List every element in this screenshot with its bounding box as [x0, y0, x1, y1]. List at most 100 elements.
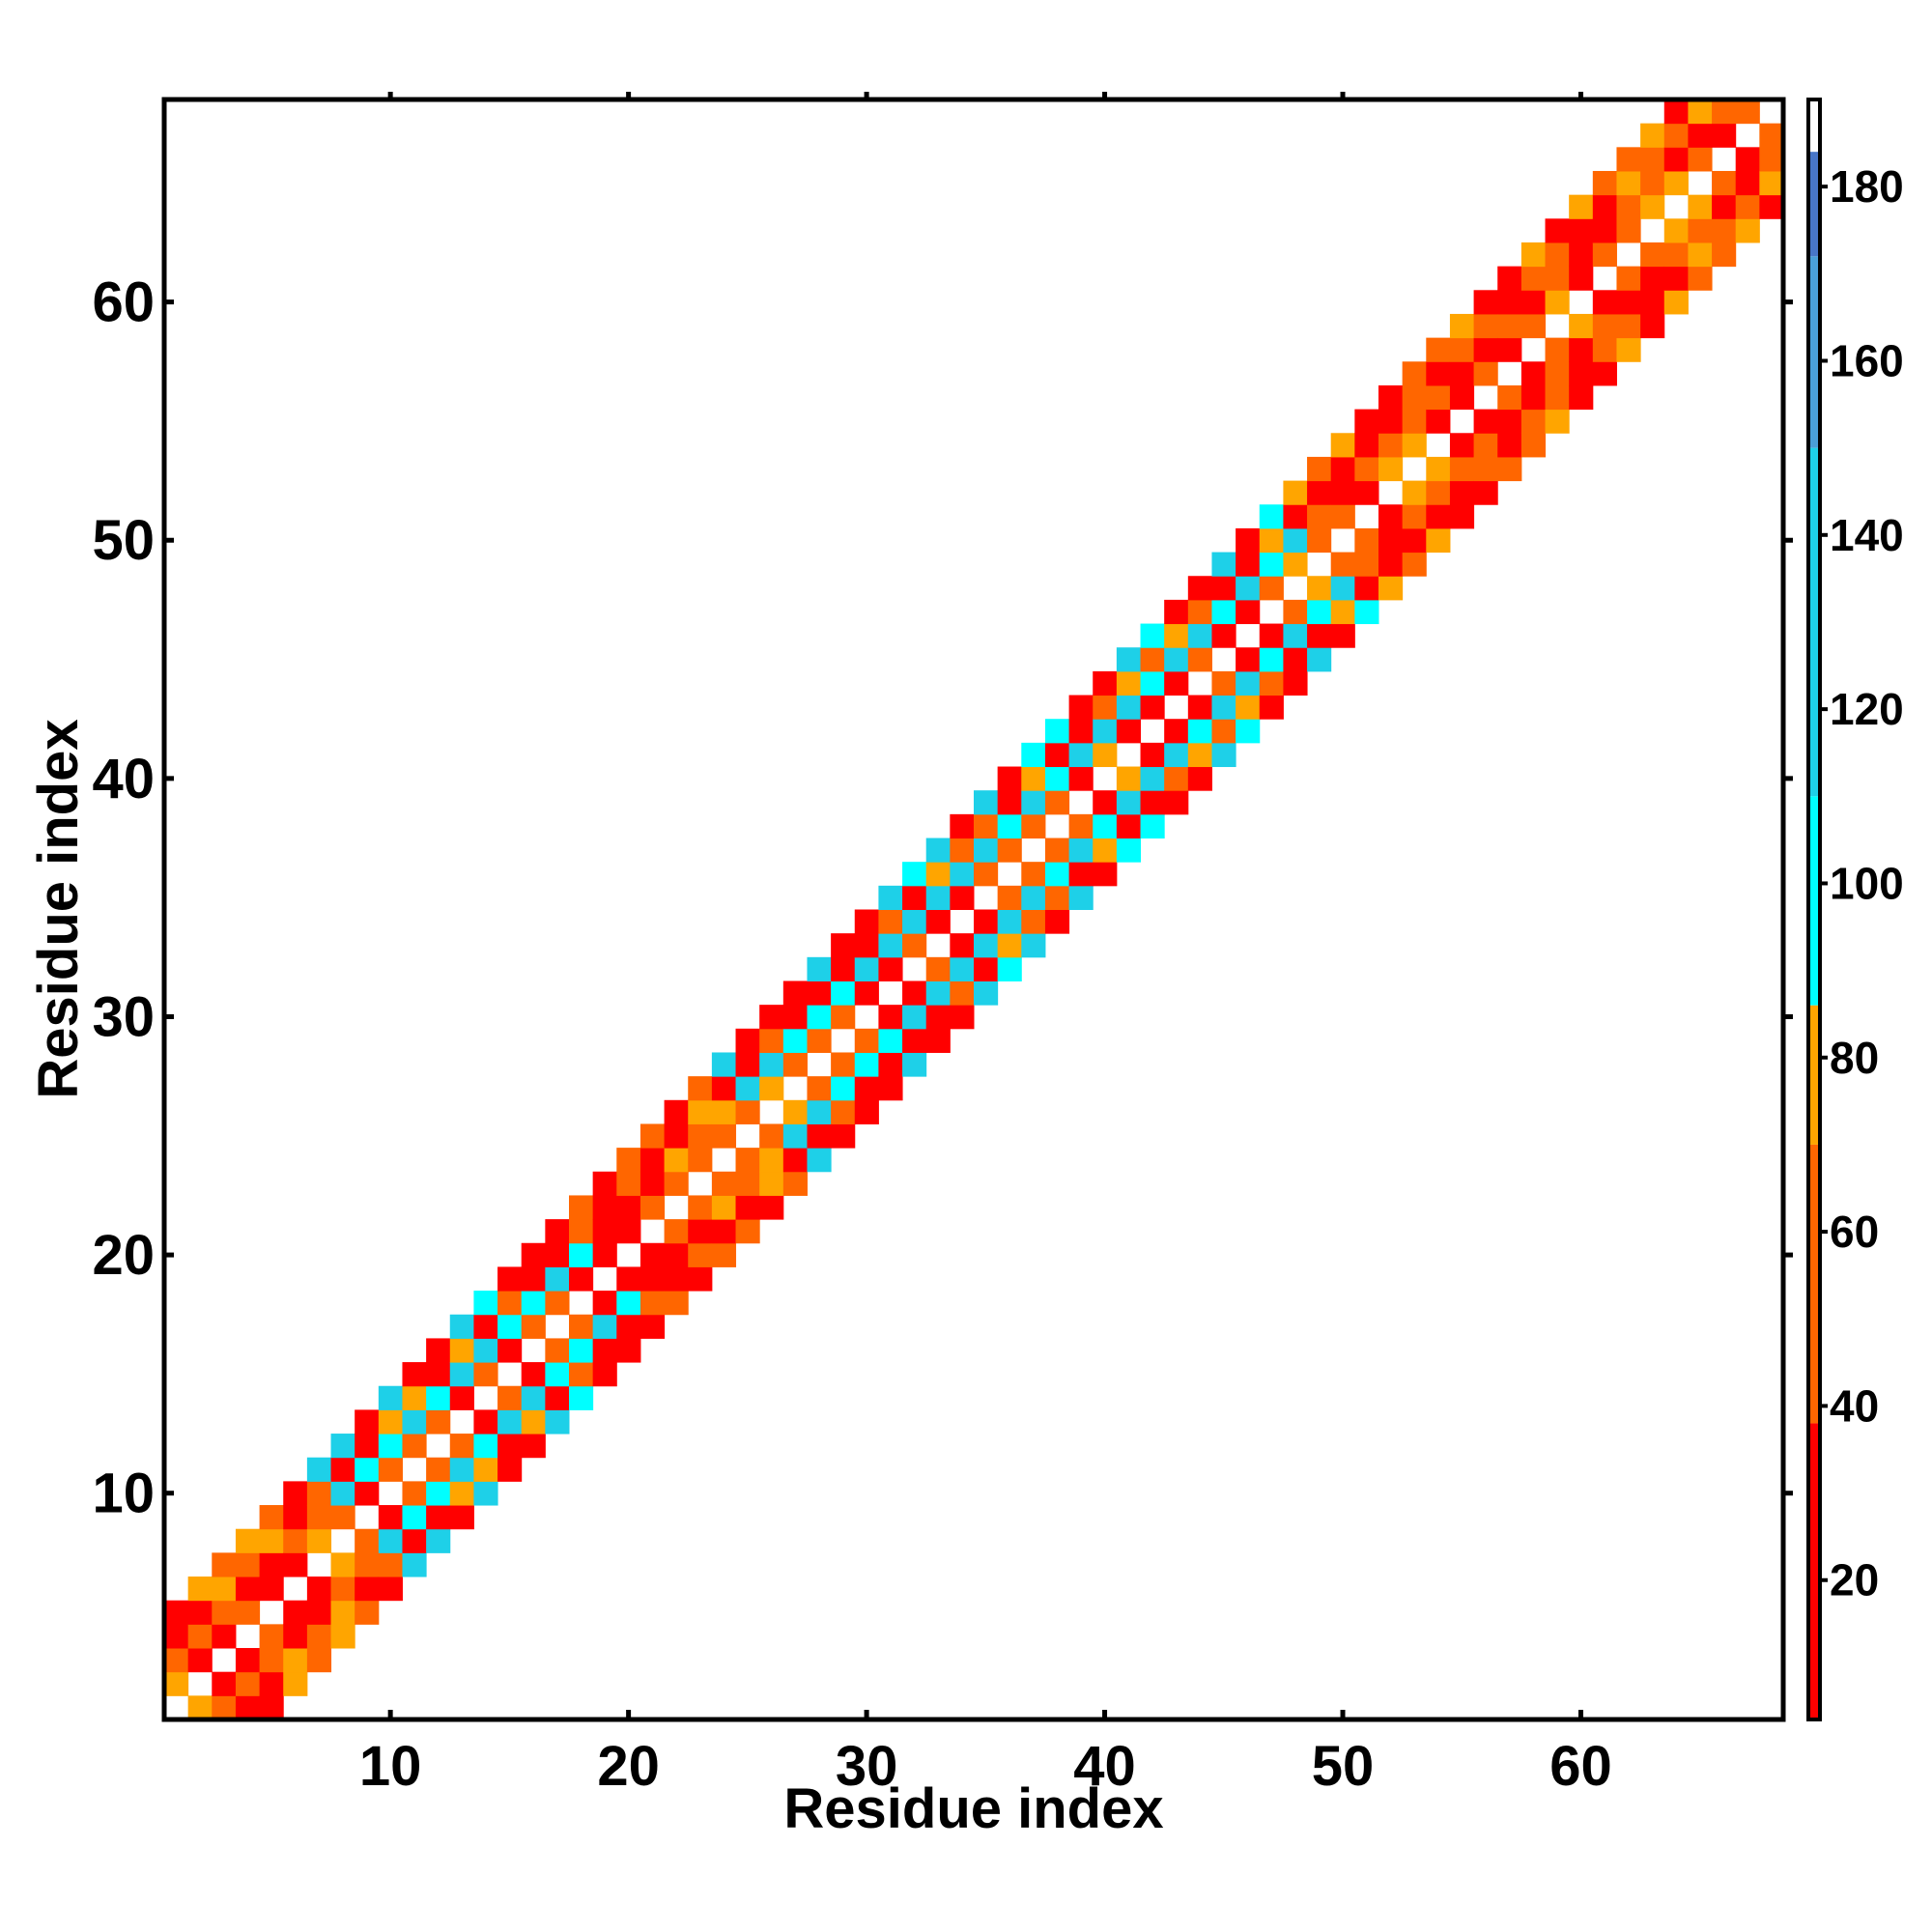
heatmap-cell: [1663, 218, 1689, 243]
heatmap-cell: [735, 1148, 760, 1173]
heatmap-cell: [1307, 576, 1332, 601]
heatmap-cell: [1283, 480, 1308, 505]
x-axis: 10 20 30 40 50 60: [359, 92, 1612, 1798]
heatmap-cell: [878, 956, 903, 981]
heatmap-cell: [1259, 670, 1284, 696]
heatmap-cell: [1426, 409, 1451, 434]
heatmap-cell: [330, 1577, 355, 1602]
heatmap-cell: [1116, 695, 1142, 720]
heatmap-cell: [1330, 576, 1355, 601]
heatmap-cell: [259, 1552, 284, 1577]
heatmap-cell: [426, 1409, 451, 1435]
heatmap-cell: [1616, 170, 1641, 196]
heatmap-cell: [1759, 147, 1784, 172]
heatmap-cell: [1569, 242, 1594, 268]
heatmap-cell: [1520, 313, 1547, 339]
heatmap-cell: [592, 1242, 617, 1267]
heatmap-cell: [1688, 194, 1713, 219]
heatmap-cell: [759, 1171, 784, 1196]
heatmap-cell: [497, 1314, 523, 1339]
heatmap-cell: [1663, 242, 1689, 268]
heatmap-cell: [1640, 147, 1665, 172]
heatmap-cell: [569, 1385, 594, 1410]
heatmap-cell: [1688, 123, 1713, 148]
heatmap-cell: [1545, 218, 1570, 243]
heatmap-cell: [355, 1409, 380, 1435]
heatmap-cell: [950, 885, 975, 910]
heatmap-cell: [1426, 456, 1451, 482]
heatmap-cell: [212, 1600, 237, 1625]
heatmap-cell: [1021, 862, 1046, 887]
heatmap-cell: [1592, 290, 1617, 315]
heatmap-cell: [449, 1314, 474, 1339]
heatmap-cell: [212, 1624, 237, 1649]
heatmap-cell: [1283, 527, 1308, 554]
heatmap-cell: [521, 1434, 546, 1459]
heatmap-cell: [1378, 576, 1404, 601]
heatmap-cell: [1259, 576, 1284, 601]
heatmap-cell: [902, 1005, 927, 1030]
heatmap-cell: [1021, 909, 1046, 934]
heatmap-cell: [1093, 719, 1118, 744]
heatmap-cell: [1330, 552, 1355, 577]
heatmap-cell: [997, 933, 1022, 958]
heatmap-cell: [545, 1291, 570, 1316]
heatmap-cell: [1759, 170, 1784, 196]
heatmap-cell: [1712, 218, 1737, 243]
heatmap-cell: [974, 813, 999, 839]
heatmap-cell: [1545, 361, 1570, 386]
heatmap-cell: [1140, 742, 1165, 768]
heatmap-cell: [759, 1005, 784, 1030]
heatmap-cell: [1688, 242, 1713, 268]
colorbar-tick-label: 60: [1830, 1207, 1879, 1257]
heatmap-cell: [1402, 504, 1427, 529]
heatmap-cell: [283, 1648, 308, 1673]
heatmap-cell: [497, 1457, 523, 1482]
colorbar-tick-label: 20: [1830, 1555, 1879, 1605]
heatmap-cell: [997, 813, 1022, 839]
heatmap-cell: [1616, 194, 1641, 219]
heatmap-cell: [1592, 170, 1617, 196]
heatmap-cell: [782, 1148, 808, 1173]
heatmap-cell: [1164, 790, 1189, 815]
heatmap-cell: [378, 1409, 403, 1435]
heatmap-cell: [1068, 838, 1094, 863]
heatmap-cell: [306, 1577, 332, 1602]
heatmap-cell: [1449, 456, 1475, 482]
heatmap-cell: [426, 1457, 451, 1482]
heatmap-cell: [854, 1028, 879, 1053]
heatmap-cell: [997, 885, 1022, 910]
heatmap-cell: [1021, 790, 1046, 815]
heatmap-cell: [378, 1385, 403, 1410]
heatmap-cell: [1640, 242, 1665, 268]
heatmap-cell: [616, 1266, 641, 1292]
heatmap-cell: [1116, 670, 1142, 696]
heatmap-cell: [378, 1505, 403, 1530]
colorbar-segment: [1808, 1423, 1820, 1719]
heatmap-cell: [1236, 599, 1261, 625]
heatmap-cell: [259, 1577, 284, 1602]
heatmap-cell: [1283, 647, 1308, 672]
heatmap-cell: [1520, 266, 1547, 291]
heatmap-cell: [1093, 813, 1118, 839]
heatmap-cell: [259, 1624, 284, 1649]
heatmap-cell: [1378, 433, 1404, 458]
heatmap-cell: [1569, 337, 1594, 362]
heatmap-cell: [592, 1362, 617, 1387]
heatmap-cell: [426, 1481, 451, 1506]
heatmap-cell: [545, 1338, 570, 1363]
heatmap-cell: [497, 1385, 523, 1410]
heatmap-cell: [330, 1457, 355, 1482]
heatmap-cell: [831, 956, 856, 981]
heatmap-cell: [306, 1457, 332, 1482]
heatmap-cell: [878, 909, 903, 934]
heatmap-cell: [330, 1552, 355, 1577]
heatmap-cell: [426, 1362, 451, 1387]
colorbar-segment: [1808, 152, 1820, 257]
heatmap-cell: [616, 1338, 641, 1363]
heatmap-cell: [1569, 266, 1594, 291]
heatmap-cell: [711, 1242, 737, 1267]
heatmap-cell: [1640, 194, 1665, 219]
heatmap-cell: [1712, 99, 1737, 125]
heatmap-cell: [330, 1624, 355, 1649]
